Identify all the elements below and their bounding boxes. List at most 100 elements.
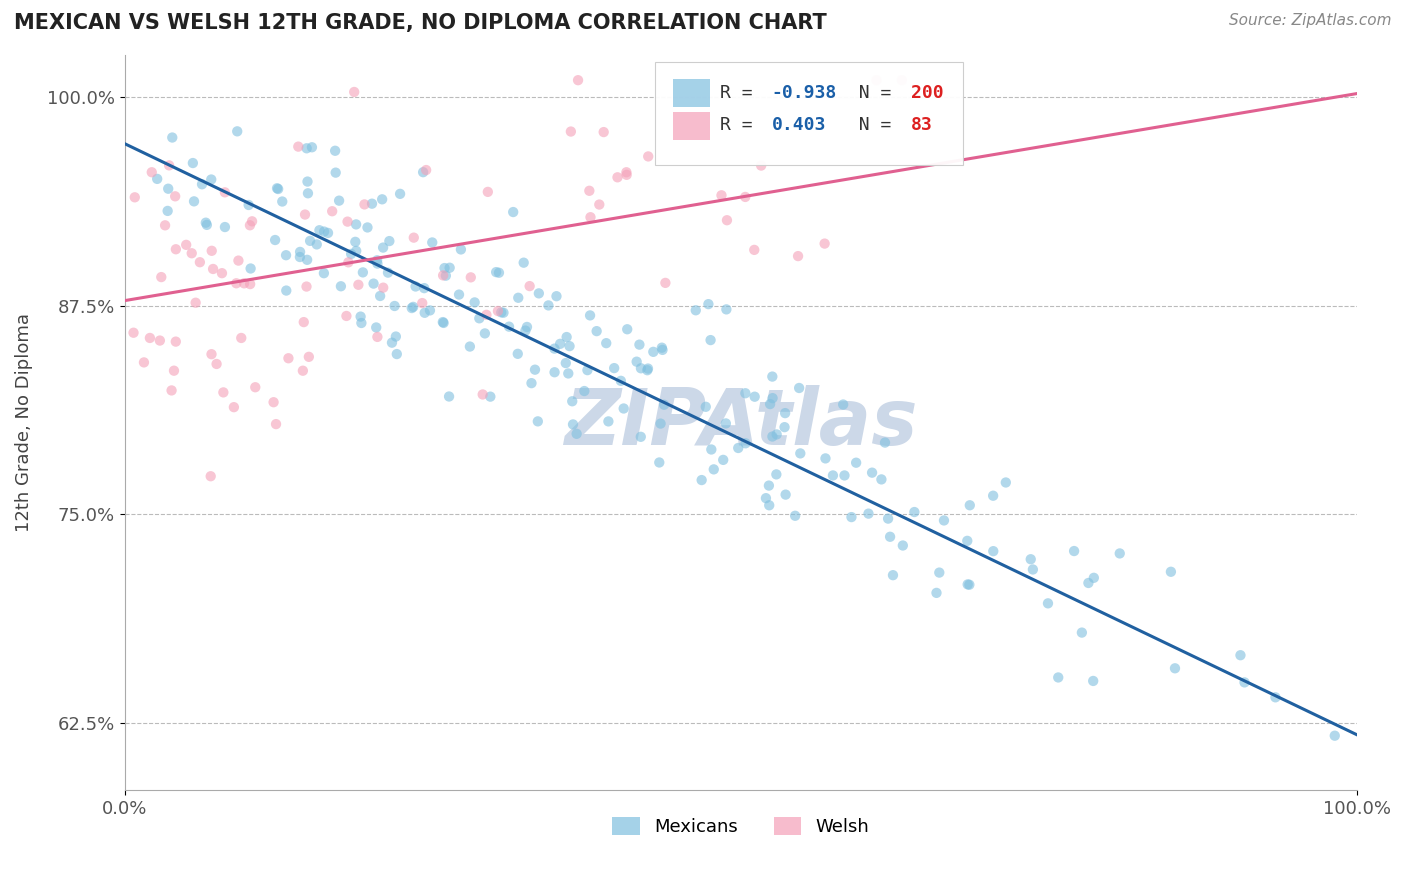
Point: [266, 181, 288, 195]
Point: [245, 380, 267, 394]
Point: [879, 530, 901, 544]
Point: [157, 158, 180, 172]
Point: [347, 277, 370, 292]
Point: [558, 339, 581, 353]
Point: [371, 192, 394, 206]
Point: [297, 186, 319, 201]
Point: [274, 248, 297, 262]
Point: [775, 488, 797, 502]
Point: [378, 234, 401, 248]
Point: [366, 320, 388, 334]
Point: [994, 475, 1017, 490]
Point: [761, 369, 783, 384]
Point: [200, 347, 222, 361]
Point: [385, 329, 408, 343]
Point: [174, 237, 197, 252]
Point: [630, 361, 652, 376]
Point: [928, 566, 950, 580]
Point: [925, 586, 948, 600]
Point: [146, 172, 169, 186]
Point: [239, 219, 262, 233]
Point: [652, 398, 675, 412]
Point: [873, 435, 896, 450]
Point: [710, 188, 733, 202]
Point: [1083, 673, 1105, 688]
Point: [194, 216, 217, 230]
Point: [643, 344, 665, 359]
Point: [271, 194, 294, 209]
Point: [181, 156, 204, 170]
Point: [758, 498, 780, 512]
Point: [211, 266, 233, 280]
Point: [742, 243, 765, 257]
Point: [205, 357, 228, 371]
Point: [344, 218, 367, 232]
Point: [787, 381, 810, 395]
Point: [891, 539, 914, 553]
Point: [352, 265, 374, 279]
Point: [437, 390, 460, 404]
Point: [1264, 690, 1286, 705]
Point: [834, 468, 856, 483]
Point: [1019, 552, 1042, 566]
Point: [384, 299, 406, 313]
Point: [160, 384, 183, 398]
Point: [716, 213, 738, 227]
Point: [616, 322, 638, 336]
Point: [141, 165, 163, 179]
Point: [616, 165, 638, 179]
Point: [288, 244, 311, 259]
Point: [744, 390, 766, 404]
Point: [789, 446, 811, 460]
Point: [214, 186, 236, 200]
Point: [832, 398, 855, 412]
Point: [344, 235, 367, 249]
Point: [124, 190, 146, 204]
Point: [561, 394, 583, 409]
Point: [132, 355, 155, 369]
Point: [734, 436, 756, 450]
Point: [450, 243, 472, 257]
Point: [191, 178, 214, 192]
Point: [149, 334, 172, 348]
Point: [312, 266, 335, 280]
Point: [821, 468, 844, 483]
Point: [402, 230, 425, 244]
Point: [323, 144, 346, 158]
Point: [699, 333, 721, 347]
Point: [139, 331, 162, 345]
Point: [860, 466, 883, 480]
Point: [1108, 546, 1130, 560]
Point: [413, 281, 436, 295]
Text: N =: N =: [837, 116, 903, 134]
Point: [277, 351, 299, 366]
Point: [344, 244, 367, 258]
Point: [413, 306, 436, 320]
Point: [288, 250, 311, 264]
Point: [180, 246, 202, 260]
Point: [157, 182, 180, 196]
Point: [491, 305, 513, 319]
Point: [263, 395, 285, 409]
Text: N =: N =: [837, 84, 903, 102]
Point: [714, 417, 737, 431]
Point: [773, 406, 796, 420]
Point: [814, 451, 837, 466]
Point: [356, 220, 378, 235]
Point: [200, 172, 222, 186]
Text: 83: 83: [911, 116, 932, 134]
Point: [502, 205, 524, 219]
Point: [239, 277, 262, 291]
Point: [562, 417, 585, 432]
Point: [548, 336, 571, 351]
Point: [654, 276, 676, 290]
Point: [574, 384, 596, 398]
Point: [165, 242, 187, 256]
Point: [228, 253, 250, 268]
Point: [165, 189, 187, 203]
Point: [295, 252, 318, 267]
Point: [765, 427, 787, 442]
Point: [433, 316, 456, 330]
Point: [222, 400, 245, 414]
Point: [156, 203, 179, 218]
